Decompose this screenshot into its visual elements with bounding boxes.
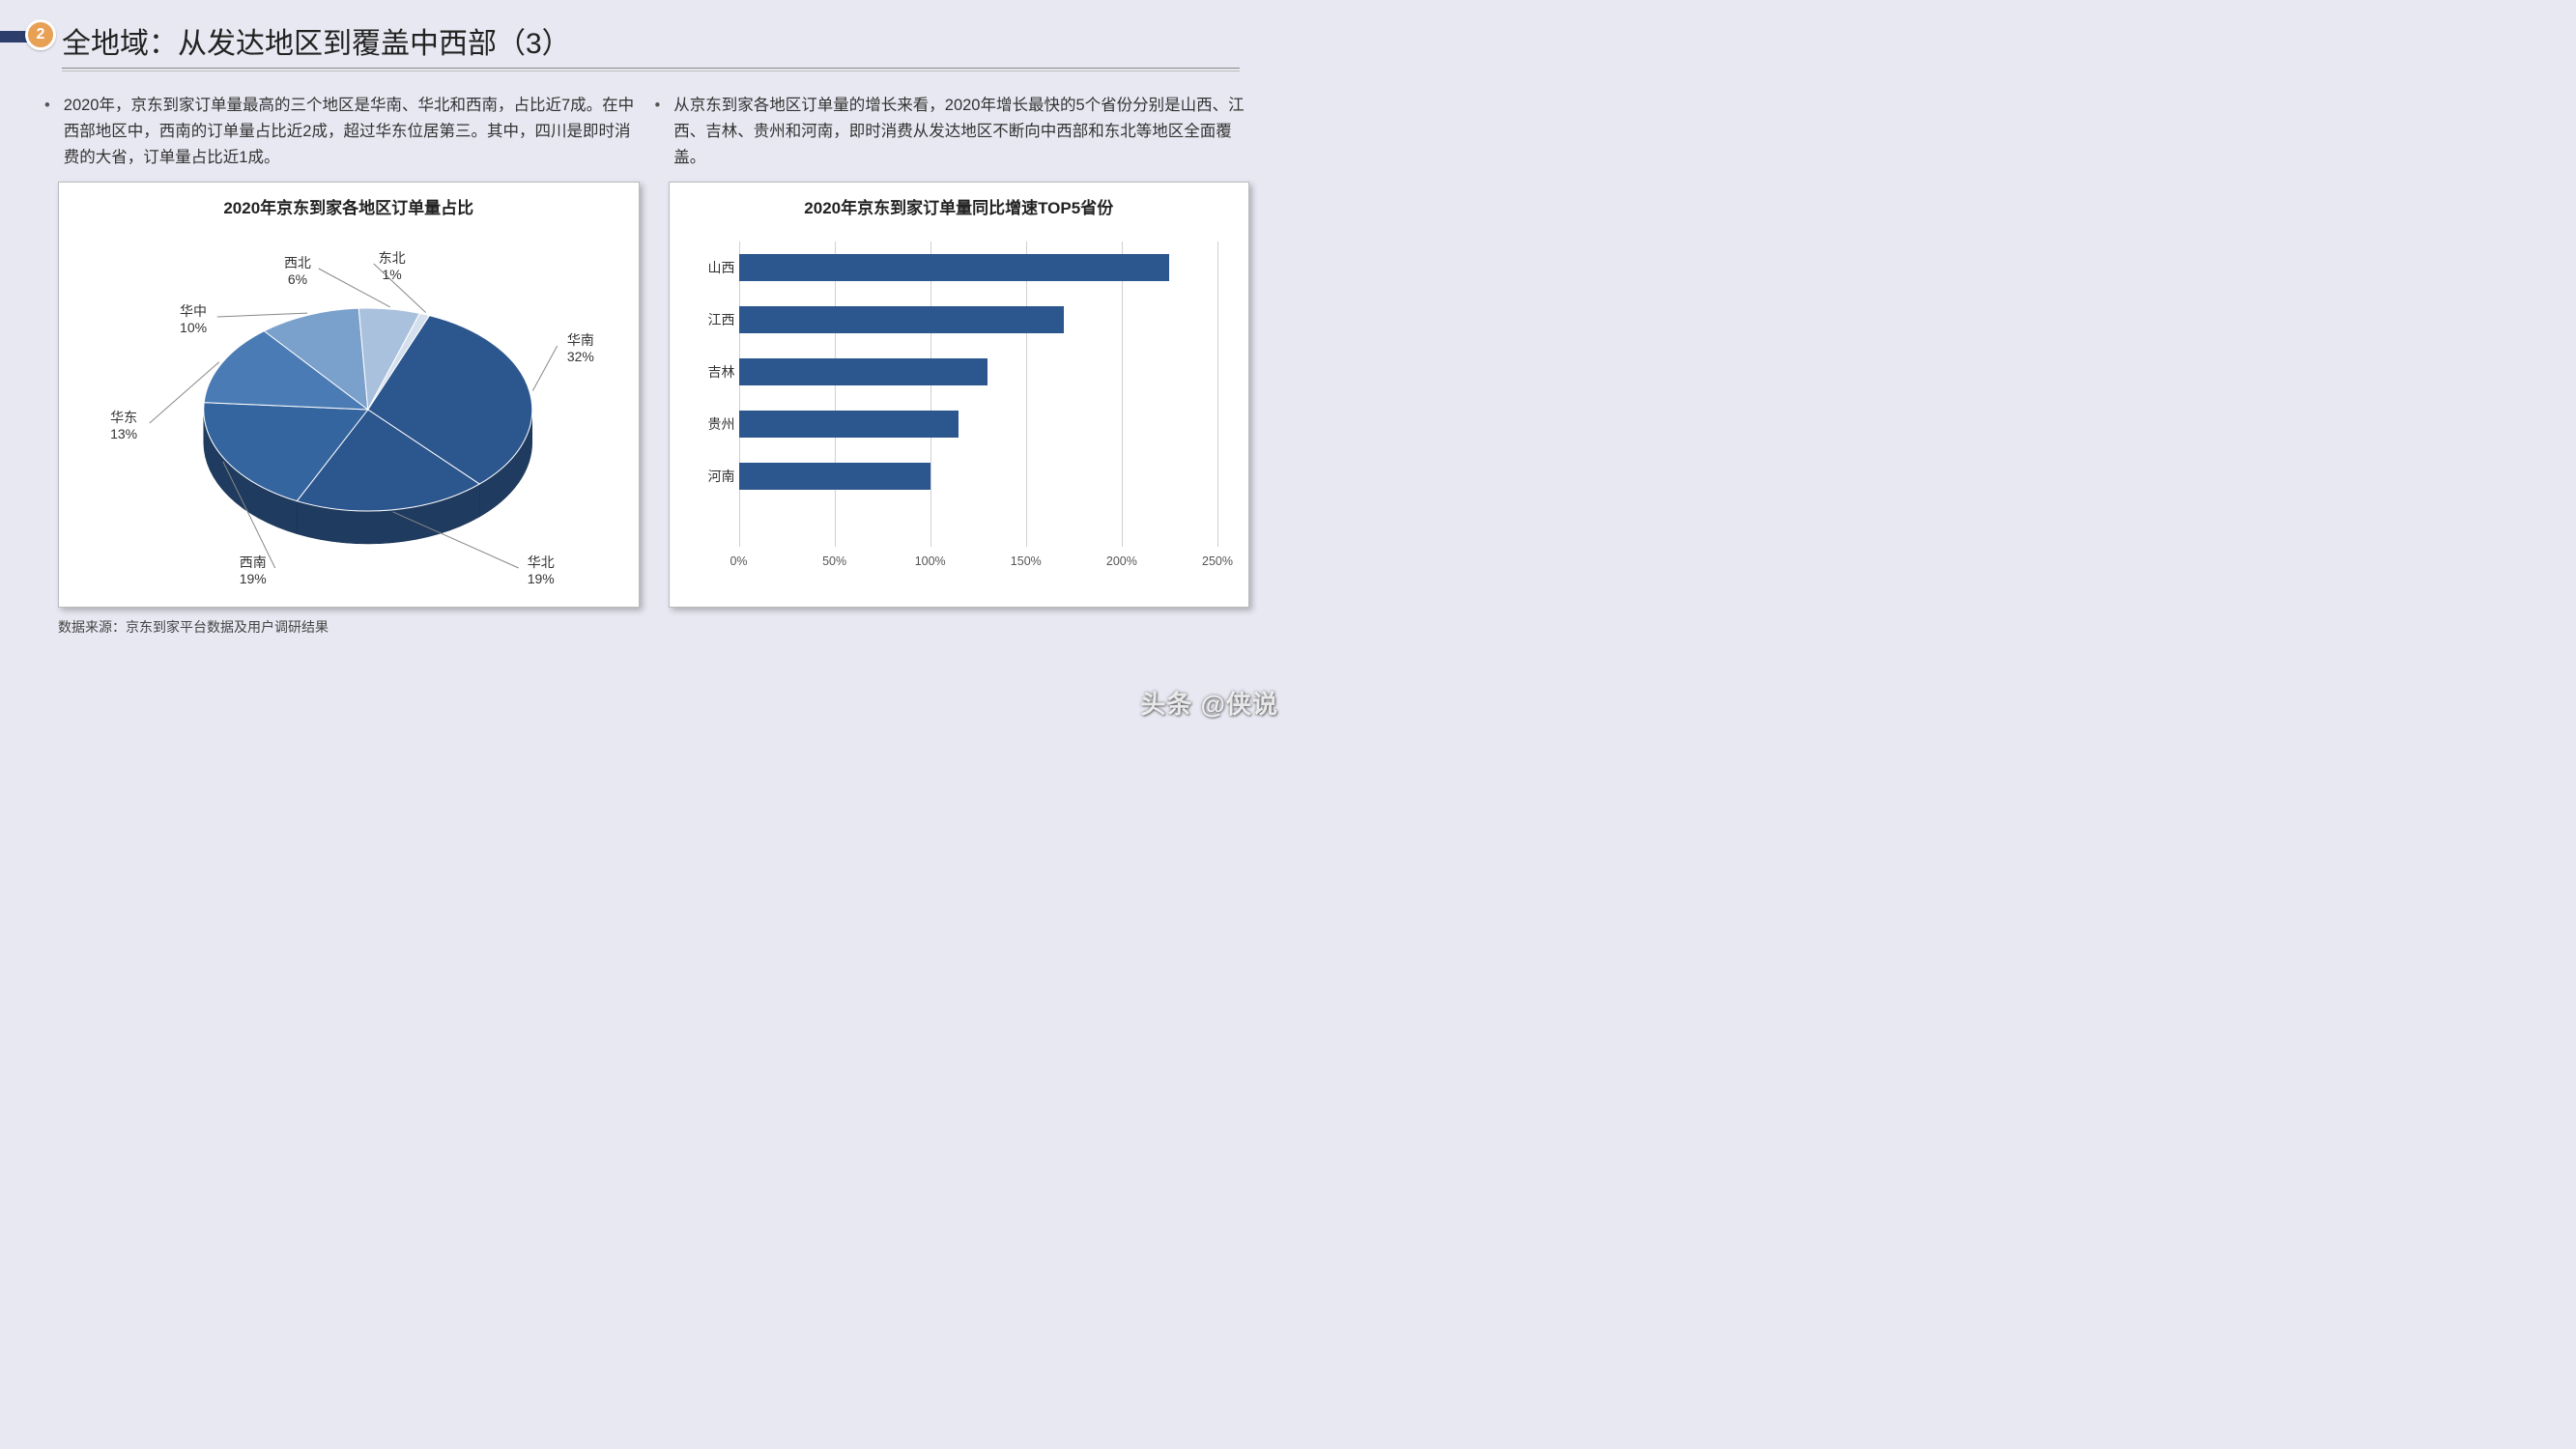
bar bbox=[739, 358, 988, 385]
bullet-dot-icon: • bbox=[44, 93, 50, 172]
pie-slice-label: 华南32% bbox=[567, 332, 594, 366]
pie-slice-label: 华东13% bbox=[110, 410, 137, 443]
slide-header: 2 全地域：从发达地区到覆盖中西部（3） bbox=[0, 0, 1288, 79]
bar bbox=[739, 463, 930, 490]
bar-chart-title: 2020年京东到家订单量同比增速TOP5省份 bbox=[681, 194, 1238, 218]
pie-chart: 华南32% 华北19% 西南19% 华东13% 华中10% 西北6% 东北1% bbox=[71, 226, 627, 593]
bar-x-axis: 0%50%100%150%200%250% bbox=[739, 554, 1218, 574]
bar bbox=[739, 254, 1170, 281]
bar-category-label: 河南 bbox=[693, 467, 735, 486]
bar-xtick-label: 200% bbox=[1106, 554, 1137, 568]
slide-title: 全地域：从发达地区到覆盖中西部（3） bbox=[62, 19, 1249, 68]
bar-xtick-label: 50% bbox=[822, 554, 846, 568]
pie-svg bbox=[71, 226, 627, 593]
bar-chart-box: 2020年京东到家订单量同比增速TOP5省份 山西江西吉林贵州河南 0%50%1… bbox=[669, 182, 1250, 608]
left-column: • 2020年，京东到家订单量最高的三个地区是华南、华北和西南，占比近7成。在中… bbox=[58, 93, 640, 608]
right-bullet: • 从京东到家各地区订单量的增长来看，2020年增长最快的5个省份分别是山西、江… bbox=[669, 93, 1250, 172]
bar-xtick-label: 100% bbox=[915, 554, 946, 568]
bar-gridline bbox=[1217, 242, 1218, 547]
bar-category-label: 江西 bbox=[693, 310, 735, 329]
left-bullet-text: 2020年，京东到家订单量最高的三个地区是华南、华北和西南，占比近7成。在中西部… bbox=[64, 93, 640, 172]
data-source-note: 数据来源：京东到家平台数据及用户调研结果 bbox=[58, 617, 1288, 637]
watermark: 头条 @侠说 bbox=[1140, 685, 1278, 721]
bar-category-label: 贵州 bbox=[693, 414, 735, 434]
pie-slice-label: 华北19% bbox=[528, 554, 555, 588]
bar-xtick-label: 150% bbox=[1011, 554, 1042, 568]
bar bbox=[739, 411, 959, 438]
pie-slice-label: 西北6% bbox=[284, 255, 311, 289]
left-bullet: • 2020年，京东到家订单量最高的三个地区是华南、华北和西南，占比近7成。在中… bbox=[58, 93, 640, 172]
pie-slice-label: 西南19% bbox=[240, 554, 267, 588]
bar-row: 江西 bbox=[739, 294, 1218, 346]
right-bullet-text: 从京东到家各地区订单量的增长来看，2020年增长最快的5个省份分别是山西、江西、… bbox=[673, 93, 1249, 172]
bar-row: 吉林 bbox=[739, 346, 1218, 398]
bullet-dot-icon: • bbox=[655, 93, 661, 172]
title-underline bbox=[62, 68, 1240, 69]
pie-slice-label: 东北1% bbox=[379, 250, 406, 284]
bar-row: 山西 bbox=[739, 242, 1218, 294]
bar bbox=[739, 306, 1065, 333]
bar-xtick-label: 250% bbox=[1202, 554, 1233, 568]
content-columns: • 2020年，京东到家订单量最高的三个地区是华南、华北和西南，占比近7成。在中… bbox=[0, 79, 1288, 608]
bar-row: 贵州 bbox=[739, 398, 1218, 450]
section-number-badge: 2 bbox=[25, 19, 56, 50]
pie-chart-title: 2020年京东到家各地区订单量占比 bbox=[71, 194, 627, 218]
bar-chart: 山西江西吉林贵州河南 0%50%100%150%200%250% bbox=[681, 226, 1238, 593]
pie-slice-label: 华中10% bbox=[180, 303, 207, 337]
bar-row: 河南 bbox=[739, 450, 1218, 502]
bar-category-label: 吉林 bbox=[693, 362, 735, 382]
bar-category-label: 山西 bbox=[693, 258, 735, 277]
bar-xtick-label: 0% bbox=[730, 554, 747, 568]
right-column: • 从京东到家各地区订单量的增长来看，2020年增长最快的5个省份分别是山西、江… bbox=[669, 93, 1250, 608]
pie-chart-box: 2020年京东到家各地区订单量占比 华南32% 华北19% 西南19% 华东13% 华中… bbox=[58, 182, 640, 608]
bar-rows: 山西江西吉林贵州河南 bbox=[739, 242, 1218, 502]
